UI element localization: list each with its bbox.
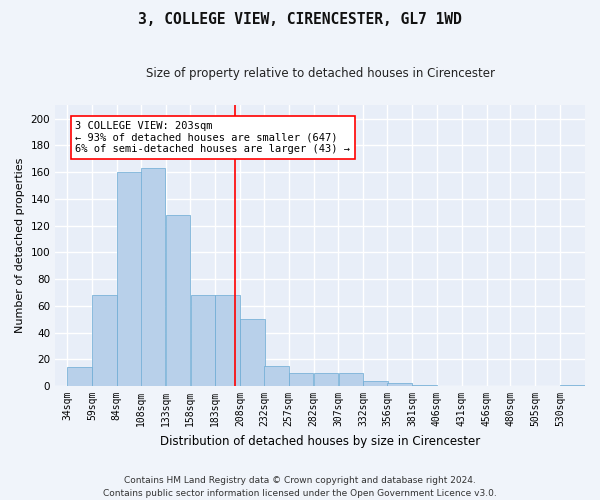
Text: Contains HM Land Registry data © Crown copyright and database right 2024.
Contai: Contains HM Land Registry data © Crown c…: [103, 476, 497, 498]
Text: 3 COLLEGE VIEW: 203sqm
← 93% of detached houses are smaller (647)
6% of semi-det: 3 COLLEGE VIEW: 203sqm ← 93% of detached…: [76, 120, 350, 154]
Bar: [314, 372, 338, 386]
Title: Size of property relative to detached houses in Cirencester: Size of property relative to detached ho…: [146, 68, 494, 80]
Bar: [364, 380, 388, 386]
Bar: [264, 366, 289, 386]
Bar: [388, 384, 412, 386]
Bar: [240, 319, 265, 386]
Bar: [215, 295, 240, 386]
Bar: [560, 384, 585, 386]
Bar: [191, 295, 215, 386]
X-axis label: Distribution of detached houses by size in Cirencester: Distribution of detached houses by size …: [160, 434, 480, 448]
Bar: [289, 372, 313, 386]
Bar: [67, 368, 92, 386]
Bar: [117, 172, 142, 386]
Bar: [412, 384, 437, 386]
Bar: [141, 168, 166, 386]
Text: 3, COLLEGE VIEW, CIRENCESTER, GL7 1WD: 3, COLLEGE VIEW, CIRENCESTER, GL7 1WD: [138, 12, 462, 28]
Bar: [166, 215, 190, 386]
Bar: [92, 295, 116, 386]
Bar: [338, 372, 363, 386]
Y-axis label: Number of detached properties: Number of detached properties: [15, 158, 25, 334]
